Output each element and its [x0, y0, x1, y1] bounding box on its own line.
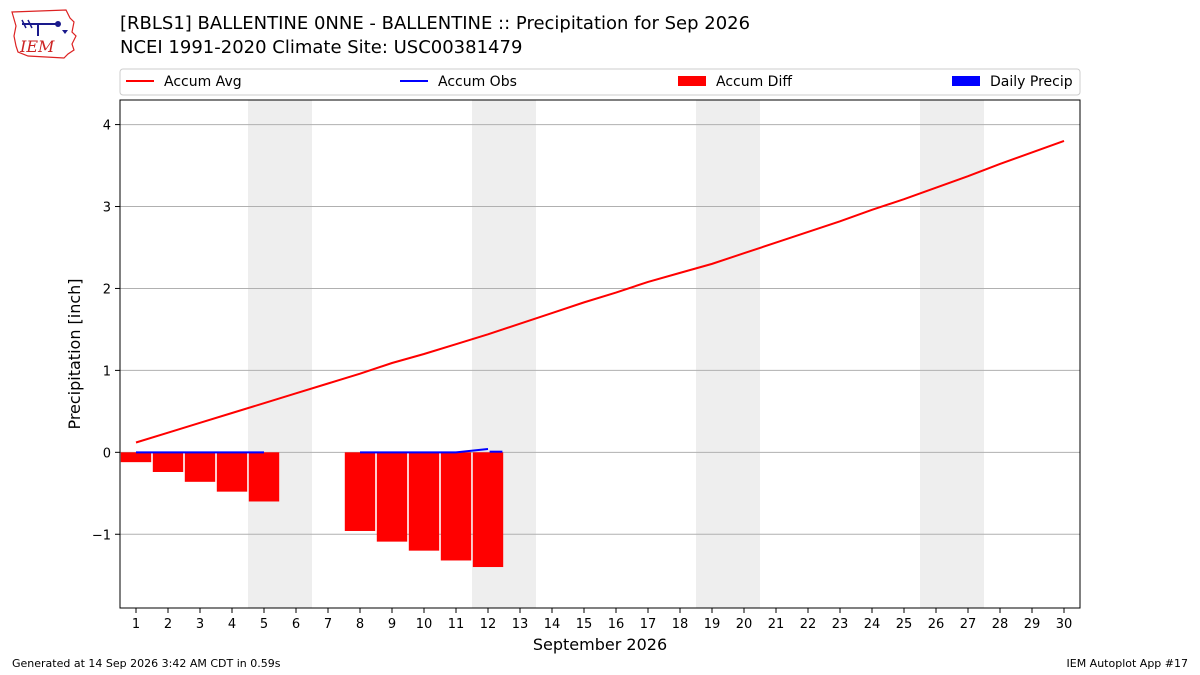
- weekend-shade: [920, 100, 984, 608]
- x-tick-label: 19: [704, 617, 721, 632]
- legend-label: Accum Diff: [716, 74, 792, 90]
- y-tick-label: −1: [92, 528, 111, 543]
- chart-subtitle: NCEI 1991-2020 Climate Site: USC00381479: [120, 37, 523, 58]
- y-tick-label: 4: [103, 119, 111, 134]
- legend-label: Accum Avg: [164, 74, 242, 90]
- legend-label: Accum Obs: [438, 74, 517, 90]
- accum-diff-bar: [216, 452, 248, 492]
- accum-diff-bar: [248, 452, 280, 502]
- daily-precip-bar: [489, 450, 503, 453]
- x-tick-label: 6: [292, 617, 300, 632]
- accum-diff-bar: [472, 452, 504, 568]
- x-tick-label: 14: [544, 617, 561, 632]
- x-tick-label: 22: [800, 617, 817, 632]
- legend-box: [119, 68, 1081, 96]
- x-tick-label: 12: [480, 617, 497, 632]
- x-tick-label: 26: [928, 617, 945, 632]
- x-tick-label: 2: [164, 617, 172, 632]
- plot-background: [248, 100, 984, 608]
- legend: Accum Avg Accum Obs Accum Diff Daily Precip: [119, 68, 1081, 96]
- grid-lines: [120, 124, 1080, 535]
- x-tick-label: 17: [640, 617, 657, 632]
- x-tick-label: 11: [448, 617, 465, 632]
- x-tick-label: 20: [736, 617, 753, 632]
- weekend-shade: [696, 100, 760, 608]
- x-tick-label: 7: [324, 617, 332, 632]
- x-tick-label: 27: [960, 617, 977, 632]
- x-tick-label: 1: [132, 617, 140, 632]
- x-tick-label: 24: [864, 617, 881, 632]
- plot-frame: [119, 99, 1081, 609]
- x-tick-label: 9: [388, 617, 396, 632]
- legend-swatch-patch: [678, 76, 706, 86]
- accum-avg-line: [135, 140, 1065, 444]
- x-tick-label: 29: [1024, 617, 1041, 632]
- x-tick-label: 4: [228, 617, 236, 632]
- y-tick-label: 3: [103, 201, 111, 216]
- x-tick-label: 25: [896, 617, 913, 632]
- x-tick-label: 28: [992, 617, 1009, 632]
- x-tick-label: 5: [260, 617, 268, 632]
- y-tick-label: 2: [103, 282, 111, 297]
- accum-diff-bar: [440, 452, 472, 561]
- plot-marks: [120, 140, 1065, 568]
- y-axis-label: Precipitation [inch]: [65, 278, 84, 429]
- x-tick-label: 30: [1056, 617, 1073, 632]
- plot-border: [119, 99, 1081, 609]
- accum-diff-bar: [344, 452, 376, 531]
- accum-diff-bar: [152, 452, 184, 472]
- x-tick-label: 3: [196, 617, 204, 632]
- legend-swatch-patch: [952, 76, 980, 86]
- x-tick-label: 13: [512, 617, 529, 632]
- y-tick-label: 1: [103, 364, 111, 379]
- x-tick-label: 18: [672, 617, 689, 632]
- y-tick-label: 0: [103, 446, 111, 461]
- x-tick-label: 23: [832, 617, 849, 632]
- weekend-shade: [248, 100, 312, 608]
- app-label: IEM Autoplot App #17: [1066, 657, 1189, 670]
- x-tick-label: 15: [576, 617, 593, 632]
- x-tick-label: 8: [356, 617, 364, 632]
- accum-diff-bar: [184, 452, 216, 482]
- accum-diff-bar: [120, 452, 152, 463]
- accum-diff-bar: [376, 452, 408, 542]
- generated-timestamp: Generated at 14 Sep 2026 3:42 AM CDT in …: [12, 657, 281, 670]
- chart-title: [RBLS1] BALLENTINE 0NNE - BALLENTINE :: …: [120, 13, 751, 34]
- legend-label: Daily Precip: [990, 74, 1073, 90]
- accum-obs-line: [360, 448, 489, 454]
- x-axis-label: September 2026: [533, 635, 667, 654]
- accum-diff-bar: [408, 452, 440, 551]
- logo-text: IEM: [19, 37, 55, 56]
- x-tick-label: 10: [416, 617, 433, 632]
- x-tick-label: 16: [608, 617, 625, 632]
- iem-logo: IEM: [8, 6, 80, 60]
- x-tick-label: 21: [768, 617, 785, 632]
